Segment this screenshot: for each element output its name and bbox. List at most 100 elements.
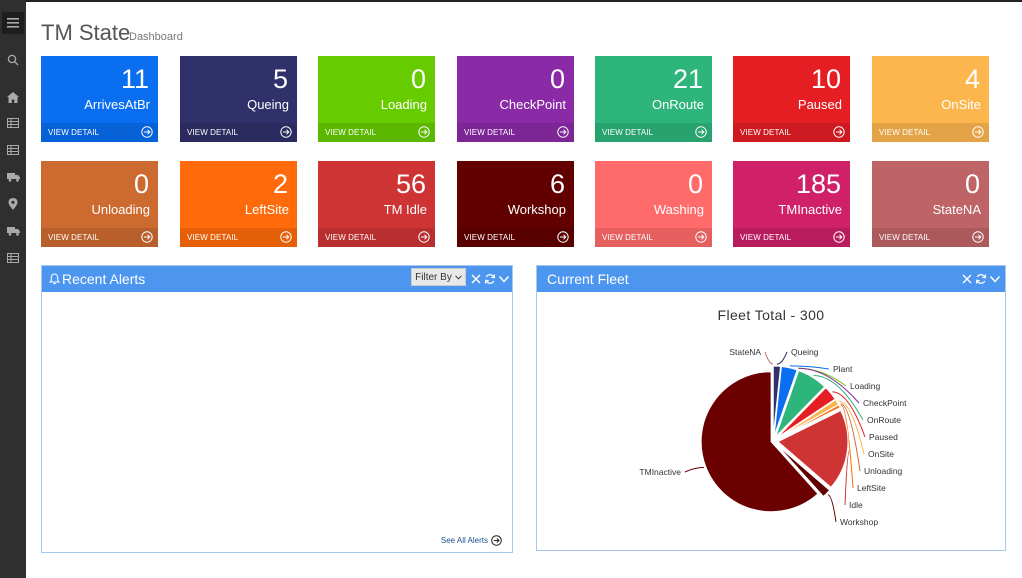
tile-statena[interactable]: 0 StateNA VIEW DETAIL (872, 161, 989, 247)
menu-toggle-button[interactable] (2, 12, 24, 34)
table-icon (7, 253, 19, 263)
see-all-alerts-link[interactable]: See All Alerts (441, 535, 502, 546)
view-detail-link[interactable]: VIEW DETAIL (180, 123, 297, 142)
tile-count: 56 (395, 169, 426, 199)
view-detail-label: VIEW DETAIL (879, 233, 931, 242)
tile-workshop[interactable]: 6 Workshop VIEW DETAIL (457, 161, 574, 247)
recent-alerts-title: Recent Alerts (62, 271, 146, 287)
pie-slice-paused[interactable] (776, 387, 836, 439)
map-pin-icon (8, 198, 18, 210)
pie-slice-queing[interactable] (772, 365, 782, 437)
tile-tm-idle[interactable]: 56 TM Idle VIEW DETAIL (318, 161, 435, 247)
pie-slice-idle[interactable] (777, 409, 849, 489)
pie-label-queing: Queing (791, 347, 819, 357)
arrow-circle-right-icon (695, 231, 707, 243)
view-detail-link[interactable]: VIEW DETAIL (872, 228, 989, 247)
pie-label-leftsite: LeftSite (857, 483, 886, 493)
tile-count: 5 (272, 64, 288, 94)
tile-onroute[interactable]: 21 OnRoute VIEW DETAIL (595, 56, 712, 142)
tile-arrivesatbr[interactable]: 11 ArrivesAtBr VIEW DETAIL (41, 56, 158, 142)
tile-count: 4 (964, 64, 980, 94)
tile-leftsite[interactable]: 2 LeftSite VIEW DETAIL (180, 161, 297, 247)
view-detail-link[interactable]: VIEW DETAIL (318, 228, 435, 247)
page-subtitle: Dashboard (129, 31, 183, 43)
view-detail-link[interactable]: VIEW DETAIL (41, 123, 158, 142)
pie-label-checkpoint: CheckPoint (863, 398, 907, 408)
fleet-pie-chart: StateNA Queing Plant Loading CheckPoint OnRou… (639, 347, 907, 527)
sidebar-table-3[interactable] (0, 248, 26, 268)
sidebar-truck-2[interactable] (0, 221, 26, 241)
tile-count: 21 (672, 64, 703, 94)
view-detail-label: VIEW DETAIL (464, 128, 516, 137)
pie-leader-paused (832, 391, 866, 438)
close-icon[interactable] (470, 273, 482, 285)
view-detail-link[interactable]: VIEW DETAIL (180, 228, 297, 247)
sidebar-table-2[interactable] (0, 140, 26, 160)
sidebar-home[interactable] (0, 87, 26, 107)
view-detail-label: VIEW DETAIL (48, 233, 100, 242)
view-detail-link[interactable]: VIEW DETAIL (595, 228, 712, 247)
page-title: TM State (41, 20, 131, 45)
home-icon (7, 91, 19, 103)
tile-checkpoint[interactable]: 0 CheckPoint VIEW DETAIL (457, 56, 574, 142)
tile-tminactive[interactable]: 185 TMInactive VIEW DETAIL (733, 161, 850, 247)
tile-onsite[interactable]: 4 OnSite VIEW DETAIL (872, 56, 989, 142)
refresh-icon[interactable] (975, 273, 987, 285)
tile-label: Workshop (507, 202, 566, 217)
arrow-circle-right-icon (418, 231, 430, 243)
truck-icon (6, 227, 20, 236)
view-detail-link[interactable]: VIEW DETAIL (457, 123, 574, 142)
arrow-circle-right-icon (491, 535, 502, 546)
tile-unloading[interactable]: 0 Unloading VIEW DETAIL (41, 161, 158, 247)
pie-label-onsite: OnSite (868, 449, 894, 459)
table-icon (7, 145, 19, 155)
pie-slice-tminactive[interactable] (700, 371, 819, 513)
arrow-circle-right-icon (141, 231, 153, 243)
tile-label: TMInactive (778, 202, 842, 217)
sidebar (0, 0, 26, 578)
view-detail-link[interactable]: VIEW DETAIL (872, 123, 989, 142)
sidebar-search[interactable] (0, 50, 26, 70)
sidebar-table-1[interactable] (0, 113, 26, 133)
tile-count: 0 (549, 64, 565, 94)
pie-leader-leftsite (840, 404, 854, 489)
view-detail-link[interactable]: VIEW DETAIL (41, 228, 158, 247)
view-detail-label: VIEW DETAIL (740, 128, 792, 137)
chart-title: Fleet Total - 300 (717, 307, 825, 323)
chevron-down-icon[interactable] (989, 273, 1001, 285)
tile-label: CheckPoint (499, 97, 566, 112)
recent-alerts-header: Recent Alerts Filter By (42, 266, 512, 292)
menu-icon (7, 18, 19, 28)
pie-leader-plant (789, 365, 830, 370)
view-detail-label: VIEW DETAIL (464, 233, 516, 242)
pie-slice-leftsite[interactable] (777, 404, 841, 440)
pie-slice-onroute[interactable] (775, 370, 826, 438)
pie-leader-workshop (827, 494, 837, 523)
refresh-icon[interactable] (484, 273, 496, 285)
tile-label: TM Idle (383, 202, 427, 217)
sidebar-location[interactable] (0, 194, 26, 214)
tile-label: Washing (653, 202, 704, 217)
filter-by-button[interactable]: Filter By (411, 268, 466, 286)
view-detail-link[interactable]: VIEW DETAIL (318, 123, 435, 142)
tile-paused[interactable]: 10 Paused VIEW DETAIL (733, 56, 850, 142)
view-detail-link[interactable]: VIEW DETAIL (457, 228, 574, 247)
view-detail-link[interactable]: VIEW DETAIL (733, 228, 850, 247)
pie-slice-plant[interactable] (773, 365, 798, 437)
tile-label: OnRoute (651, 97, 704, 112)
arrow-circle-right-icon (972, 231, 984, 243)
pie-slice-workshop[interactable] (776, 444, 831, 498)
tile-loading[interactable]: 0 Loading VIEW DETAIL (318, 56, 435, 142)
top-border (26, 0, 1022, 2)
tile-washing[interactable]: 0 Washing VIEW DETAIL (595, 161, 712, 247)
tile-count: 0 (410, 64, 426, 94)
tile-queing[interactable]: 5 Queing VIEW DETAIL (180, 56, 297, 142)
pie-leader-queing (776, 351, 788, 365)
view-detail-link[interactable]: VIEW DETAIL (733, 123, 850, 142)
sidebar-truck-1[interactable] (0, 167, 26, 187)
close-icon[interactable] (961, 273, 973, 285)
arrow-circle-right-icon (280, 126, 292, 138)
chevron-down-icon[interactable] (498, 273, 510, 285)
view-detail-link[interactable]: VIEW DETAIL (595, 123, 712, 142)
